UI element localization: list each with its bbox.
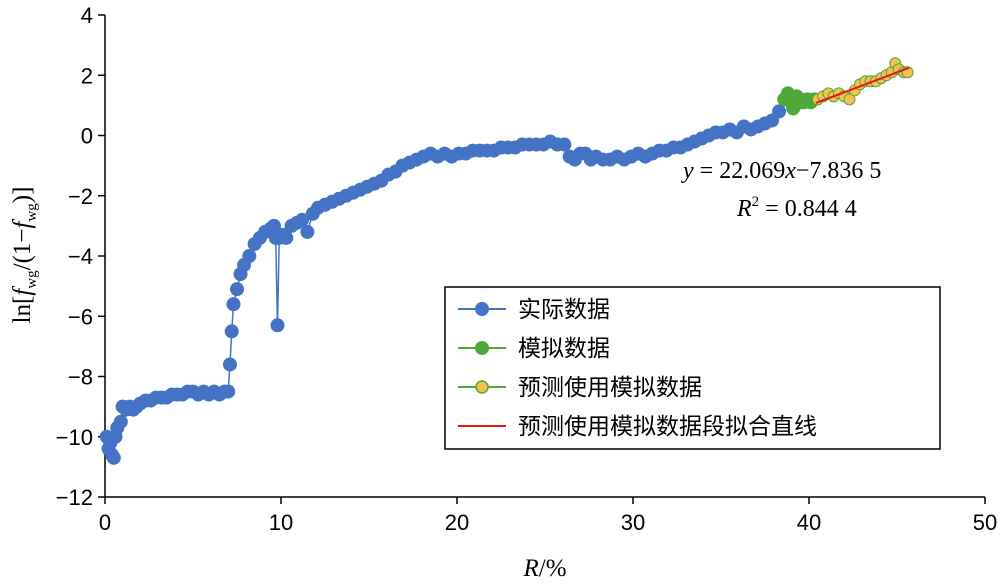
y-tick-label: −4 — [68, 244, 93, 269]
data-point-actual — [106, 450, 121, 465]
legend-item-predicted: 预测使用模拟数据 — [458, 375, 702, 401]
plot-area — [99, 57, 914, 465]
x-tick-label: 40 — [797, 510, 821, 535]
data-point-actual — [222, 357, 237, 372]
y-tick-label: −2 — [68, 184, 93, 209]
legend-item-simulated: 模拟数据 — [458, 336, 610, 362]
legend-label-predicted: 预测使用模拟数据 — [518, 375, 702, 401]
legend-label-fit-line: 预测使用模拟数据段拟合直线 — [518, 414, 817, 440]
y-tick-label: 2 — [81, 63, 93, 88]
x-tick-label: 0 — [99, 510, 111, 535]
y-tick-label: 0 — [81, 124, 93, 149]
y-tick-label: −8 — [68, 365, 93, 390]
legend-label-simulated: 模拟数据 — [518, 336, 610, 362]
fit-equation: y = 22.069x−7.836 5 R2 = 0.844 4 — [681, 158, 881, 222]
x-tick-label: 30 — [621, 510, 645, 535]
y-axis-title: ln[fwg/(1−fwg)] — [9, 187, 40, 324]
data-point-actual — [300, 224, 315, 239]
legend-marker-predicted — [475, 380, 489, 394]
equation-text: y = 22.069x−7.836 5 — [681, 158, 881, 184]
data-point-actual — [224, 324, 239, 339]
legend-item-actual: 实际数据 — [458, 297, 610, 323]
data-point-actual — [230, 282, 244, 297]
y-tick-label: 4 — [81, 3, 93, 28]
data-point-actual — [242, 249, 257, 263]
legend-marker-actual — [475, 302, 489, 316]
legend-label-actual: 实际数据 — [518, 297, 610, 323]
fit-line — [815, 66, 910, 104]
y-tick-label: −12 — [56, 485, 93, 510]
x-tick-label: 10 — [269, 510, 293, 535]
legend-item-fit-line: 预测使用模拟数据段拟合直线 — [458, 414, 817, 440]
data-point-actual — [557, 137, 572, 152]
x-tick-label: 20 — [445, 510, 469, 535]
data-point-actual — [295, 212, 310, 227]
data-point-actual — [221, 384, 236, 399]
y-tick-label: −10 — [56, 425, 93, 450]
data-point-actual — [279, 230, 294, 245]
legend-box — [444, 286, 941, 450]
x-axis-title: R/% — [522, 555, 566, 582]
x-tick-label: 50 — [973, 510, 997, 535]
y-tick-label: −6 — [68, 304, 93, 329]
data-point-predicted — [843, 93, 856, 106]
data-point-actual — [270, 318, 285, 333]
data-point-actual — [266, 218, 281, 233]
r-squared-text: R2 = 0.844 4 — [736, 194, 857, 222]
legend-marker-simulated — [475, 341, 489, 355]
legend: 实际数据 模拟数据 预测使用模拟数据 预测使用模拟数据段拟合直线 — [444, 286, 941, 450]
data-point-actual — [226, 297, 241, 312]
data-point-actual — [772, 104, 787, 119]
data-point-actual — [113, 414, 128, 429]
